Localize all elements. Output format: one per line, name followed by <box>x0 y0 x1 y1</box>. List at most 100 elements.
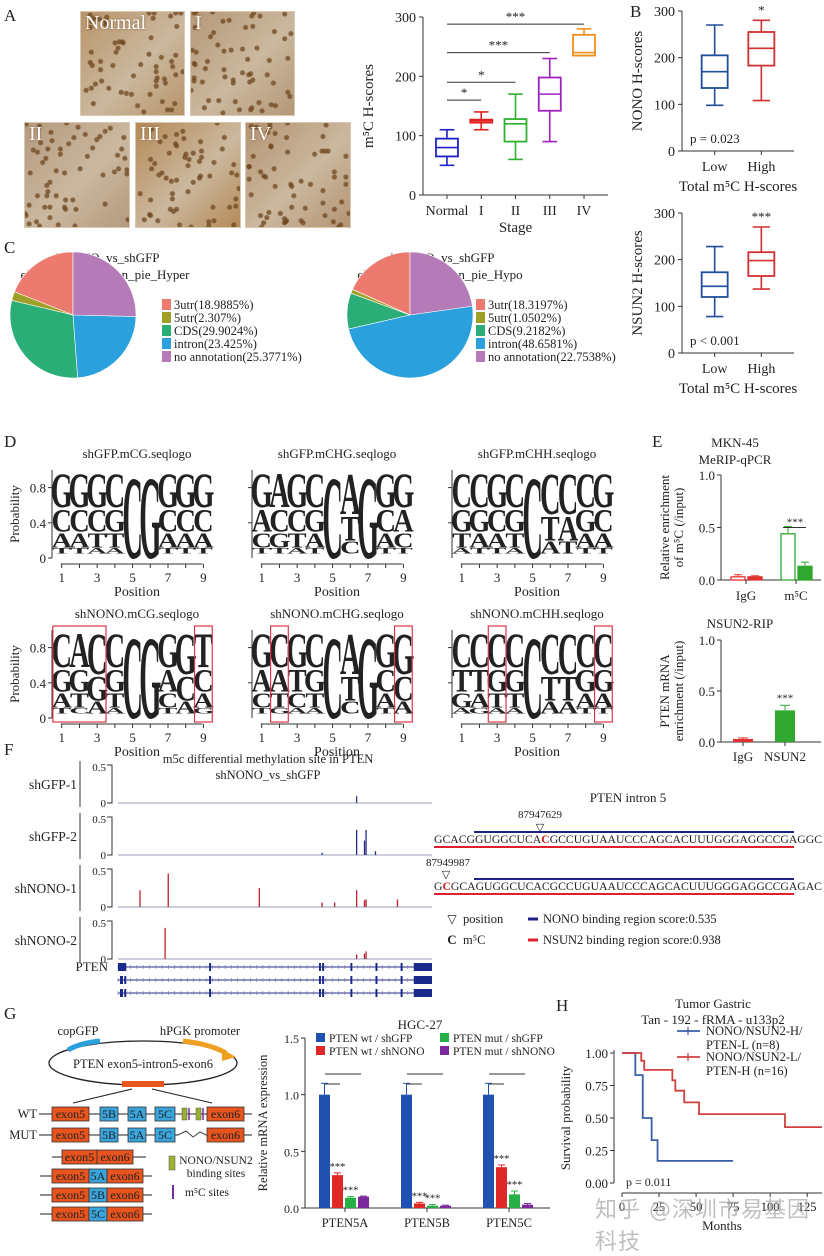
x-tick-label: 0 <box>619 1200 625 1214</box>
legend-label: NONO/NSUN2-H/ <box>706 1024 803 1038</box>
y-tick-label: 100 <box>654 300 675 315</box>
logo-letter-T: T <box>105 690 124 713</box>
track-label: shGFP-1 <box>29 777 77 792</box>
exon-block <box>318 976 321 984</box>
exon6-box <box>206 1127 245 1143</box>
bar-pten5c <box>483 1094 494 1208</box>
logo-letter-T: T <box>452 661 471 699</box>
5b-box <box>99 1106 119 1122</box>
5c-box-label: 5C <box>158 1107 172 1121</box>
y-tick-label: 0.5 <box>699 684 715 699</box>
pie-slice <box>72 314 137 379</box>
y-axis-label: of m⁵C (/input) <box>671 488 686 568</box>
legend-label: 5utr(2.307%) <box>174 311 241 325</box>
logo-letter-T: T <box>270 546 289 556</box>
logo-letter-C: C <box>522 452 543 584</box>
legend-swatch <box>476 312 485 323</box>
x-axis-label: Position <box>514 585 560 600</box>
x-tick-label: 1 <box>458 730 465 745</box>
highlight-box <box>52 625 107 723</box>
bar-pten5a <box>345 1197 356 1208</box>
logo-letter-T: T <box>252 546 271 556</box>
logo-letter-G: G <box>592 661 614 699</box>
x-tick-label: 1 <box>458 570 465 585</box>
logo-letter-C: C <box>287 501 307 539</box>
logo-letter-A: A <box>251 501 272 539</box>
rna-sequence: GCGCAGUGGCUCACGCCUGUAAUCCCAGCACUUUGGGAGG… <box>434 879 822 893</box>
exon-block <box>209 963 212 971</box>
logo-letter-T: T <box>52 706 71 716</box>
highlight-box <box>593 625 613 723</box>
x-tick-label: High <box>747 362 775 377</box>
logo-letter-C: C <box>305 463 325 518</box>
chart-title: NSUN2-RIP <box>707 616 773 631</box>
logo-letter-T: T <box>576 546 595 556</box>
survival-curve <box>622 1052 734 1162</box>
x-tick-label: Normal <box>426 204 469 219</box>
significance-stars: *** <box>777 692 794 704</box>
x-tick-label: 3 <box>494 570 501 585</box>
significance-stars: *** <box>787 517 804 529</box>
x-axis-label: Total m⁵C H-scores <box>679 179 797 195</box>
bar-pten5a <box>332 1175 343 1208</box>
significance-stars: *** <box>506 9 526 24</box>
logo-letter-G: G <box>104 661 126 699</box>
zoom-line <box>72 1088 133 1104</box>
exon-block <box>400 963 403 971</box>
exon-block <box>120 989 123 997</box>
x-tick-label: I <box>479 204 484 219</box>
exon-block <box>350 989 353 997</box>
exon5-box <box>51 1106 90 1122</box>
box-iqr <box>503 118 528 143</box>
bar-chart-merip: MKN-45 MeRIP-qPCR 0.0 0.5 1.0 IgG m⁵C *** Relati… <box>657 435 821 603</box>
logo-letter-A: A <box>87 546 108 556</box>
exon5-box-label: exon5 <box>65 1150 94 1164</box>
x-tick-label: 5 <box>329 570 336 585</box>
deletion-mask <box>178 1131 206 1139</box>
x-tick-label: Low <box>702 362 729 377</box>
logo-letter-C: C <box>287 690 308 713</box>
x-tick-label: 5 <box>129 570 136 585</box>
exon6-box-label: exon6 <box>110 1188 139 1202</box>
logo-letter-C: C <box>69 501 89 539</box>
exon6-box-label: exon6 <box>110 1207 139 1221</box>
logo-letter-A: A <box>305 706 326 716</box>
p-value: p = 0.023 <box>690 131 740 146</box>
logo-letter-C: C <box>375 501 395 539</box>
logo-letter-C: C <box>87 623 108 688</box>
box-i <box>469 111 494 131</box>
significance-stars: *** <box>489 38 509 53</box>
logo-letter-T: T <box>159 546 178 556</box>
logo-letter-C: C <box>69 706 90 716</box>
exon5-box <box>51 1127 90 1143</box>
legend-label: PTEN wt / shGFP <box>329 1033 412 1045</box>
logo-letter-C: C <box>575 623 595 678</box>
logo-letter-G: G <box>157 623 179 678</box>
exon-block <box>118 963 126 971</box>
x-tick-label: 3 <box>294 730 301 745</box>
panel-letter-d: D <box>4 432 17 451</box>
boxplot-B-nono: 0 100 200 300 Low High * p = 0.023 NONO H-scores… <box>630 2 797 195</box>
logo-letter-C: C <box>540 623 561 688</box>
significance-stars: * <box>758 2 765 17</box>
logo-letter-C: C <box>51 501 71 539</box>
exon-block <box>124 963 127 971</box>
bar-pten5b <box>440 1205 451 1208</box>
exon-block <box>413 963 432 971</box>
logo-letter-G: G <box>592 463 614 518</box>
legend-label: 3utr(18.9885%) <box>174 298 254 312</box>
y-axis-label: Relative enrichment <box>657 475 672 580</box>
x-tick-label: 5 <box>129 730 136 745</box>
logo-letter-T: T <box>105 530 124 553</box>
insert-segment <box>122 1081 164 1087</box>
logo-letter-C: C <box>340 699 360 719</box>
exon6-box <box>106 1168 144 1184</box>
y-tick-label: 0.4 <box>30 516 47 531</box>
gene-label: PTEN <box>76 959 109 974</box>
box-iqr <box>700 271 729 298</box>
m5c-symbol: C <box>447 932 456 947</box>
x-tick-label: 1 <box>58 730 65 745</box>
y-tick-label: 0.50 <box>585 1111 608 1126</box>
legend-label: PTEN-L (n=8) <box>706 1038 780 1052</box>
